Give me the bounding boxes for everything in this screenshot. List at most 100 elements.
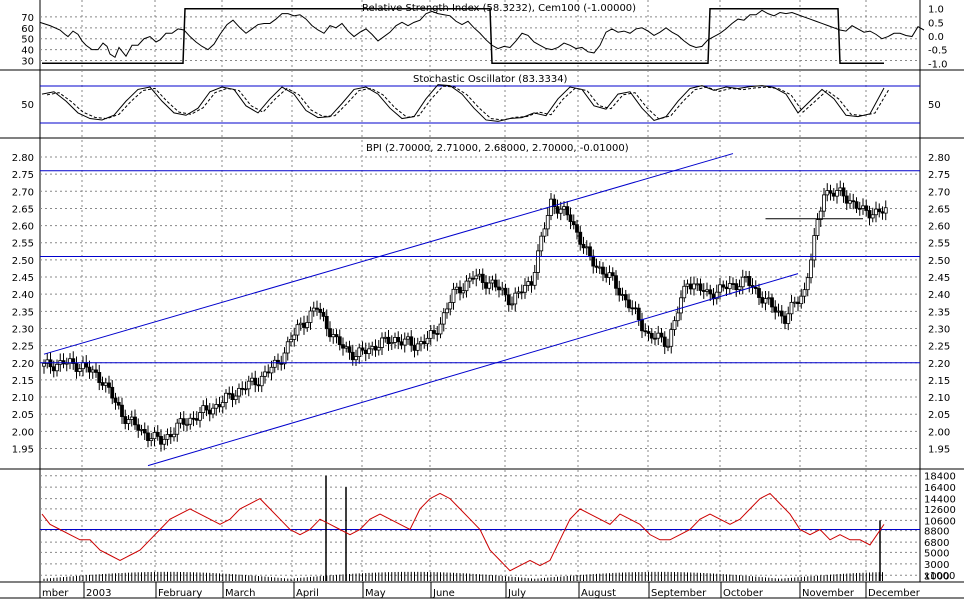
x-axis-label: September [651,588,707,599]
price-bar-body [103,382,108,386]
price-bar-body [393,337,397,343]
price-bar-body [675,312,680,322]
price-bar-body [272,359,277,368]
price-right-tick-label: 1.95 [928,445,950,456]
price-bar-body [201,405,206,413]
price-bar-body [243,388,248,391]
price-bar-body [441,312,446,325]
price-bar-body [708,289,713,295]
price-bar-body [792,301,797,304]
price-bar-body [594,265,599,268]
volume-panel: 1840016400144001260010600880068005000300… [40,472,956,582]
stochastic-left-tick-label: 50 [21,100,34,111]
price-bar-body [701,290,706,292]
price-bar-body [490,279,495,284]
price-bar-body [506,294,511,306]
price-bar-body [597,266,602,269]
price-bar-body [727,283,732,290]
price-bar-body [415,343,420,351]
price-bar-body [493,279,498,288]
price-bar-body [354,356,358,361]
price-bar-body [519,291,524,294]
price-bar-body [412,344,417,351]
x-axis-label: April [296,588,319,599]
price-bar-body [783,315,787,324]
price-bar-body [233,395,238,400]
price-bar-body [240,387,245,390]
price-right-tick-label: 2.35 [928,307,950,318]
price-right-tick-label: 2.05 [928,410,950,421]
price-bar-body [776,310,781,313]
price-bar-body [432,330,436,334]
price-bar-body [510,303,514,306]
price-bar-body [315,307,319,310]
rsi-left-tick-label: 50 [21,35,34,46]
price-right-tick-label: 2.50 [928,256,950,267]
price-bar-body [802,289,807,297]
price-bar-body [425,337,430,345]
price-bar-body [94,369,98,373]
price-bar-body [107,382,111,388]
price-bar-body [467,277,472,282]
price-bar-body [253,377,258,386]
price-bar-body [627,299,631,309]
price-bar-body [828,190,833,194]
price-bar-body [562,206,566,210]
price-bar-body [669,329,674,347]
price-bar-body [870,214,875,219]
price-bar-body [217,404,222,408]
trendline-upper-channel [43,153,734,355]
price-bar-body [815,219,820,236]
price-bar-body [763,298,768,304]
price-bar-body [211,407,215,415]
price-bar-body [692,283,696,290]
volume-tick-label: 8800 [924,527,949,538]
price-bar-body [857,207,862,210]
x-axis-label: October [723,588,764,599]
volume-tick-label: 10600 [924,516,956,527]
price-left-tick-label: 2.20 [12,359,34,370]
price-bar-body [159,436,163,445]
price-bar-body [383,336,388,339]
price-bar-body [818,210,823,220]
price-bar-body [480,273,485,283]
price-bar-body [129,416,134,420]
volume-unit-label: x1000 [924,571,955,582]
price-bar-body [48,359,53,368]
price-bar-body [422,341,427,345]
price-bar-body [136,424,141,431]
price-bar-body [526,281,531,286]
rsi-right-tick-label: -1.0 [928,59,948,70]
volume-tick-label: 1000 [924,571,949,582]
price-bar-body [740,276,745,288]
price-bar-body [363,349,368,355]
stochastic-right-tick-label: 50 [928,100,941,111]
price-bar-body [419,341,423,345]
price-bar-body [337,336,342,346]
price-bar-body [799,295,804,305]
price-bar-body [458,286,462,294]
x-axis-label: July [507,588,526,599]
price-bar-body [168,434,173,438]
price-left-tick-label: 2.65 [12,204,34,215]
price-title: BPI (2.70000, 2.71000, 2.68000, 2.70000,… [366,143,629,154]
price-bar-body [578,231,583,245]
price-bar-body [721,284,726,288]
price-bar-body [789,301,794,315]
price-right-tick-label: 2.10 [928,393,950,404]
price-bar-body [155,432,160,437]
volume-tick-label: 14400 [924,495,956,506]
price-bar-body [805,277,810,291]
price-bar-body [126,419,131,424]
stochastic-title: Stochastic Oscillator (83.3334) [413,74,568,85]
price-bar-body [399,341,404,346]
price-bar-body [428,330,433,339]
price-bar-body [864,205,869,211]
price-bar-body [747,276,752,286]
price-bar-body [230,393,235,400]
price-bar-body [487,282,492,289]
price-bar-body [848,200,852,204]
trendline-lower-channel [147,273,799,467]
